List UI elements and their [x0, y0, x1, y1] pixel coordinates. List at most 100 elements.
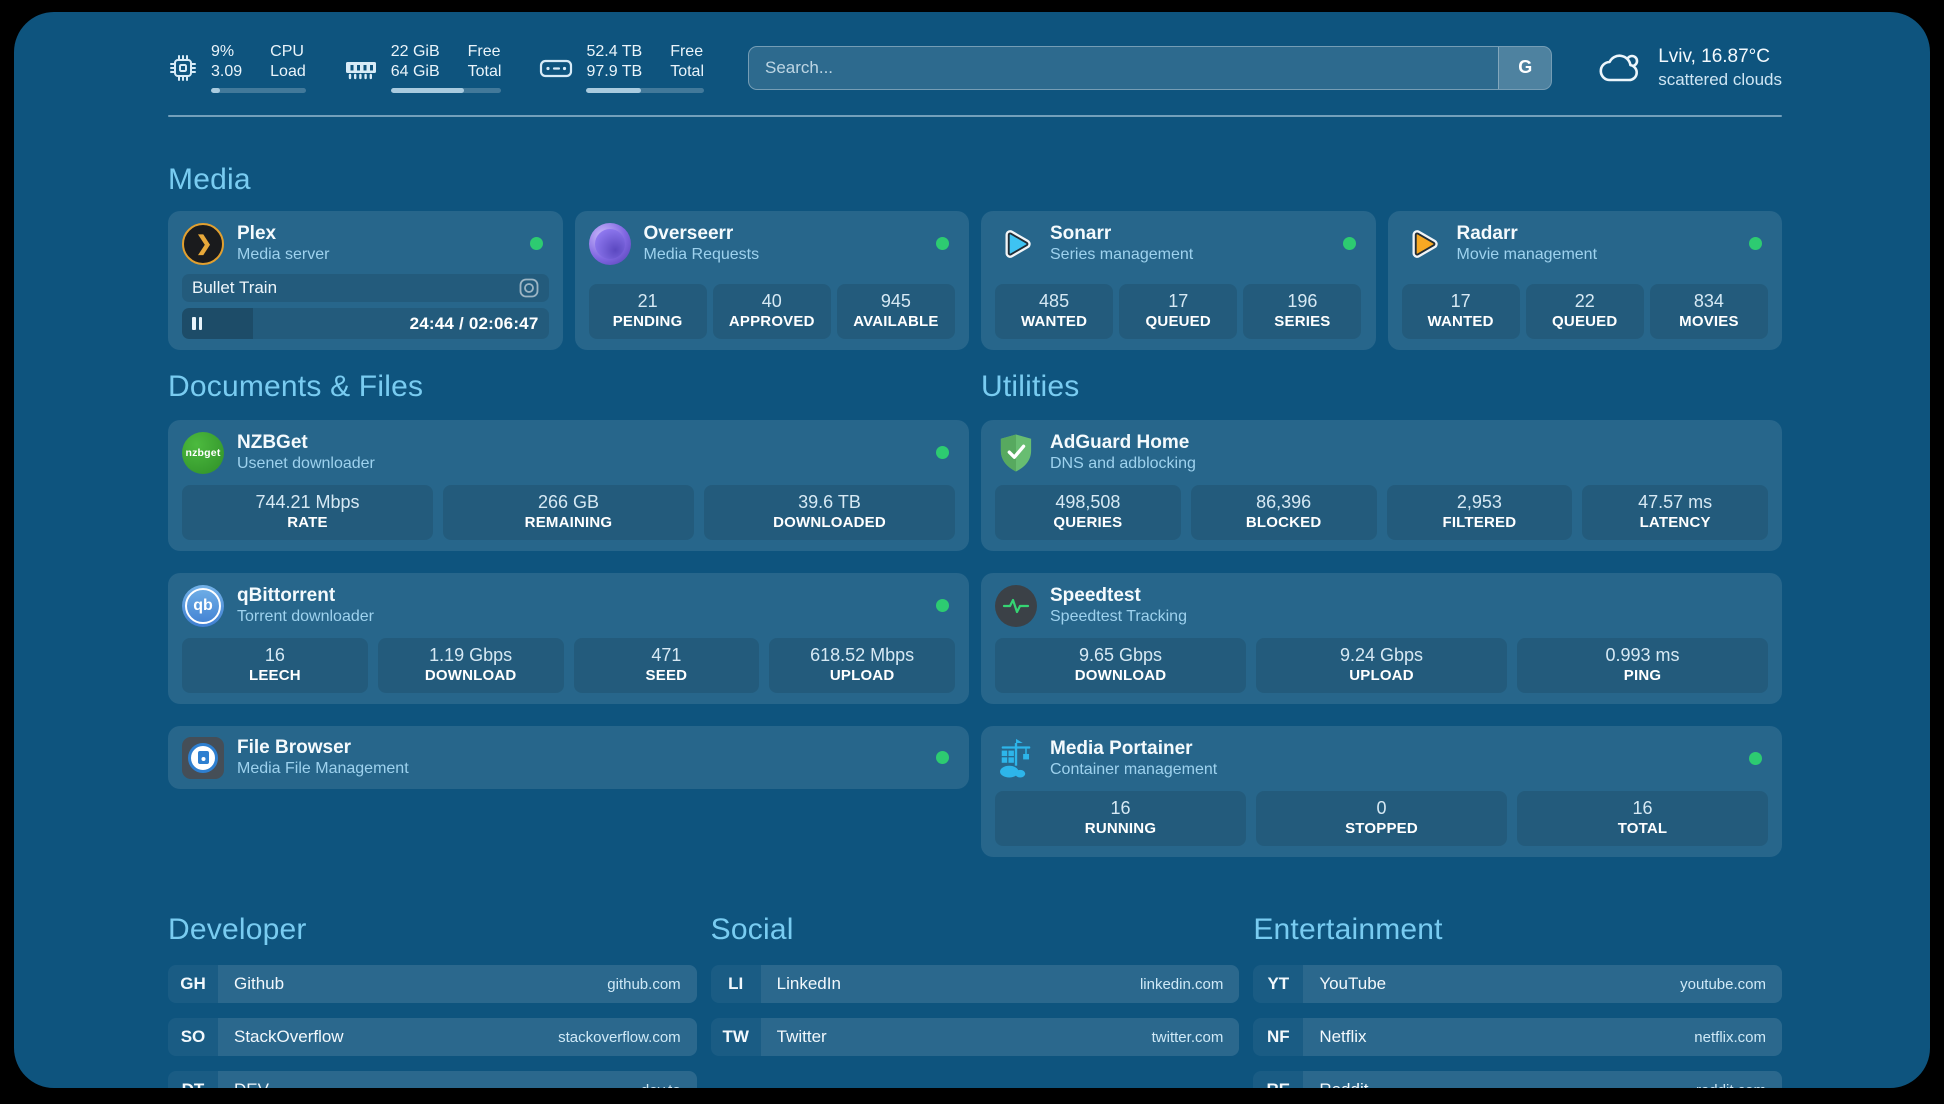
stat-tile: 39.6 TB DOWNLOADED — [704, 485, 955, 540]
stat-value: 39.6 TB — [798, 492, 861, 512]
bookmark-abbr: RE — [1253, 1071, 1304, 1088]
dashboard: 9% 3.09 CPU Load — [14, 12, 1930, 1088]
disk-free-label: Free — [670, 43, 704, 60]
stat-tile: 266 GB REMAINING — [443, 485, 694, 540]
stat-tile: 945 AVAILABLE — [836, 284, 955, 339]
now-playing-title: Bullet Train — [192, 278, 278, 297]
app-name: Sonarr — [1050, 223, 1112, 244]
sonarr-icon — [995, 223, 1037, 265]
media-card-grid: ❯ Plex Media server Bullet Train — [168, 211, 1782, 350]
utilities-column: Utilities AdGuard Home — [981, 370, 1782, 857]
bookmark-reddit[interactable]: RE Reddit reddit.com — [1253, 1071, 1782, 1088]
app-subtitle: Media server — [237, 246, 330, 263]
stat-tile: 196 SERIES — [1243, 284, 1362, 339]
app-subtitle: Media File Management — [237, 760, 409, 777]
cpu-widget: 9% 3.09 CPU Load — [168, 42, 306, 93]
cpu-usage-label: CPU — [270, 43, 304, 60]
bookmark-name: Netflix — [1319, 1027, 1367, 1046]
app-card-plex[interactable]: ❯ Plex Media server Bullet Train — [168, 211, 563, 350]
search-engine-button[interactable]: G — [1498, 46, 1552, 89]
app-card-speedtest[interactable]: Speedtest Speedtest Tracking 9.65 Gbps D… — [981, 573, 1782, 704]
stat-tile: 834 MOVIES — [1649, 284, 1768, 339]
stat-value: 834 — [1693, 291, 1724, 311]
status-online-dot — [936, 599, 949, 612]
playback-time: 24:44 / 02:06:47 — [409, 313, 539, 333]
app-card-qbittorrent[interactable]: qb qBittorrent Torrent downloader 16 LEE… — [168, 573, 969, 704]
app-card-radarr[interactable]: Radarr Movie management 17 WANTED 22 QUE… — [1387, 211, 1782, 350]
search-bar[interactable]: G — [748, 45, 1553, 90]
stat-value: 0.993 ms — [1605, 645, 1680, 665]
section-title-documents: Documents & Files — [168, 370, 424, 403]
stat-value: 17 — [1168, 291, 1189, 311]
weather-location: Lviv, 16.87°C — [1658, 46, 1771, 67]
bookmark-url: twitter.com — [1151, 1028, 1224, 1046]
stat-label: WANTED — [1020, 313, 1088, 330]
qbittorrent-icon: qb — [182, 584, 224, 627]
app-name: Radarr — [1456, 223, 1518, 244]
memory-widget: 22 GiB 64 GiB Free Total — [344, 42, 502, 93]
stat-label: STOPPED — [1345, 820, 1418, 837]
app-card-nzbget[interactable]: nzbget NZBGet Usenet downloader 744.21 M… — [168, 420, 969, 551]
bookmark-twitter[interactable]: TW Twitter twitter.com — [710, 1018, 1240, 1056]
stat-value: 1.19 Gbps — [429, 645, 513, 665]
stat-label: RATE — [287, 514, 328, 531]
section-title-entertainment: Entertainment — [1253, 913, 1443, 946]
video-session-icon — [519, 278, 539, 298]
pause-icon[interactable] — [192, 317, 202, 330]
bookmark-url: netflix.com — [1694, 1028, 1766, 1046]
memory-free-value: 22 GiB — [390, 43, 440, 60]
bookmark-dev[interactable]: DT DEV dev.to — [168, 1071, 697, 1088]
top-bar: 9% 3.09 CPU Load — [168, 42, 1782, 93]
stat-label: DOWNLOAD — [1074, 667, 1167, 684]
stat-value: 266 GB — [537, 492, 600, 512]
stat-label: BLOCKED — [1245, 514, 1322, 531]
stat-label: UPLOAD — [829, 667, 895, 684]
stat-value: 485 — [1039, 291, 1070, 311]
cpu-progress-bar — [211, 88, 306, 93]
header-divider — [168, 115, 1782, 117]
cpu-icon — [168, 53, 198, 83]
status-online-dot — [936, 446, 949, 459]
speedtest-icon — [995, 584, 1037, 627]
app-subtitle: Torrent downloader — [237, 608, 374, 625]
app-card-sonarr[interactable]: Sonarr Series management 485 WANTED 17 Q… — [981, 211, 1376, 350]
cpu-load-value: 3.09 — [211, 63, 243, 80]
bookmark-netflix[interactable]: NF Netflix netflix.com — [1253, 1018, 1782, 1056]
bookmark-abbr: GH — [168, 965, 218, 1003]
bookmark-section-entertainment: Entertainment YT YouTube youtube.com NF … — [1253, 913, 1782, 1088]
bookmark-github[interactable]: GH Github github.com — [168, 965, 697, 1003]
adguard-icon — [995, 432, 1037, 474]
bookmark-stackoverflow[interactable]: SO StackOverflow stackoverflow.com — [168, 1018, 697, 1056]
app-card-adguard[interactable]: AdGuard Home DNS and adblocking 498,508 … — [981, 420, 1782, 551]
overseerr-icon — [588, 222, 631, 265]
app-name: File Browser — [237, 737, 352, 758]
cpu-usage-value: 9% — [211, 43, 235, 60]
bookmark-url: reddit.com — [1696, 1082, 1766, 1089]
stat-tile: 86,396 BLOCKED — [1190, 485, 1377, 540]
memory-total-label: Total — [467, 63, 502, 80]
bookmark-abbr: LI — [710, 965, 761, 1003]
status-online-dot — [1749, 237, 1762, 250]
stat-value: 9.24 Gbps — [1339, 645, 1424, 665]
bookmark-abbr: SO — [168, 1018, 218, 1056]
bookmark-youtube[interactable]: YT YouTube youtube.com — [1253, 965, 1782, 1003]
memory-total-value: 64 GiB — [390, 63, 440, 80]
status-online-dot — [529, 237, 543, 250]
disk-widget: 52.4 TB 97.9 TB Free Total — [539, 42, 704, 93]
weather-condition: scattered clouds — [1658, 70, 1782, 89]
app-subtitle: Speedtest Tracking — [1050, 608, 1187, 625]
plex-icon: ❯ — [182, 222, 224, 265]
bookmark-name: Twitter — [776, 1027, 827, 1046]
app-subtitle: DNS and adblocking — [1050, 455, 1196, 472]
bookmark-linkedin[interactable]: LI LinkedIn linkedin.com — [710, 965, 1240, 1003]
search-input[interactable] — [749, 46, 1552, 89]
stat-value: 744.21 Mbps — [255, 492, 360, 512]
stat-label: AVAILABLE — [853, 313, 939, 330]
app-card-overseerr[interactable]: Overseerr Media Requests 21 PENDING 40 A… — [574, 211, 969, 350]
stat-value: 196 — [1287, 291, 1318, 311]
app-card-filebrowser[interactable]: File Browser Media File Management — [168, 726, 969, 789]
now-playing-row: Bullet Train — [182, 274, 549, 302]
stat-value: 17 — [1450, 291, 1471, 311]
disk-free-value: 52.4 TB — [586, 43, 643, 60]
app-card-portainer[interactable]: Media Portainer Container management 16 … — [981, 726, 1782, 857]
